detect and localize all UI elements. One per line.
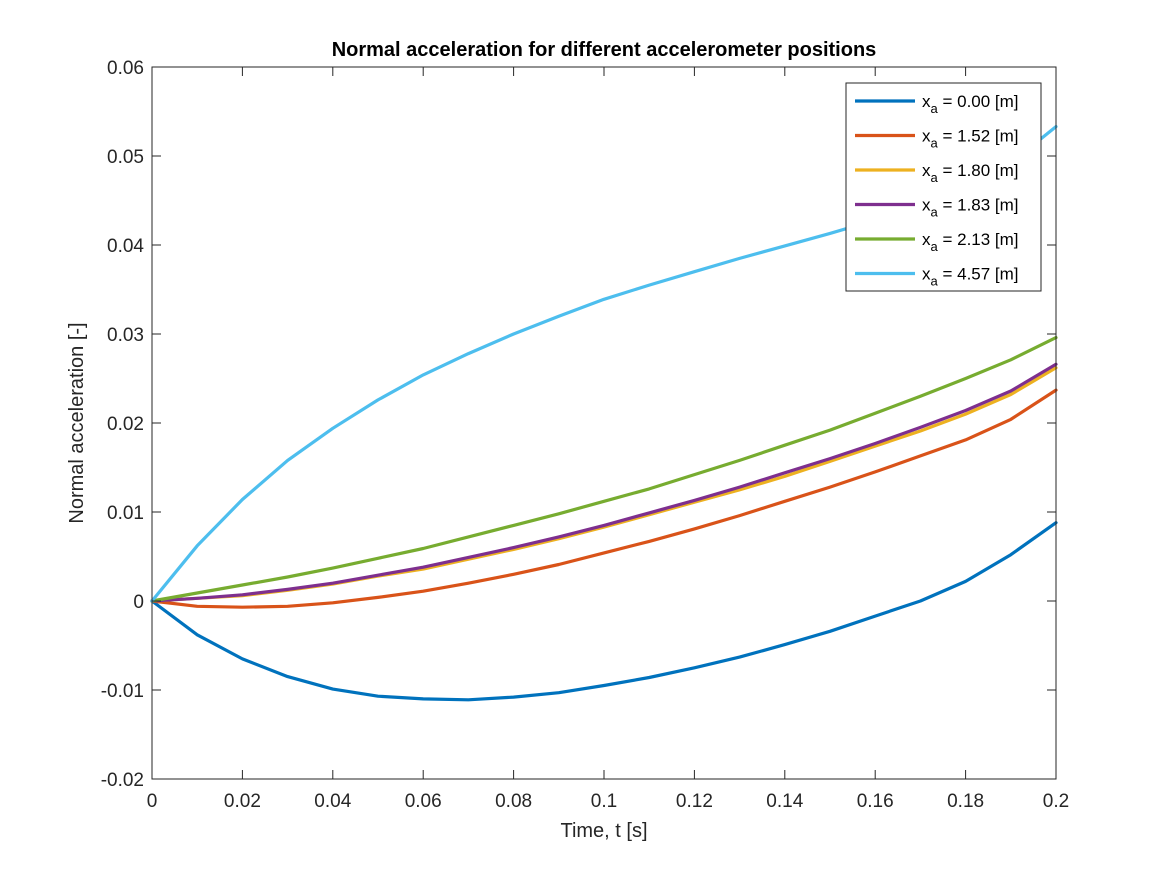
- legend-label-1: xa = 0.00 [m]: [922, 92, 1019, 116]
- y-tick-label: -0.02: [101, 770, 144, 791]
- series-line-2: [150, 388, 1058, 609]
- x-tick-label: 0.14: [766, 791, 803, 812]
- series-line-5: [150, 336, 1058, 603]
- y-tick-label: 0.04: [107, 236, 144, 257]
- x-tick-label: 0.08: [495, 791, 532, 812]
- x-tick-label: 0.16: [857, 791, 894, 812]
- x-tick-label: 0.02: [224, 791, 261, 812]
- series-line-1: [150, 521, 1058, 702]
- legend-label-4: xa = 1.83 [m]: [922, 196, 1019, 220]
- x-tick-label: 0.12: [676, 791, 713, 812]
- x-tick-label: 0.18: [947, 791, 984, 812]
- y-tick-label: 0: [133, 592, 144, 613]
- y-axis: -0.02 -0.01 0 0.01 0.02 0.03 0.04 0.05 0.06: [101, 58, 1056, 791]
- legend-label-6: xa = 4.57 [m]: [922, 265, 1019, 289]
- y-tick-label: 0.03: [107, 325, 144, 346]
- x-tick-label: 0.04: [314, 791, 351, 812]
- series-line-4: [150, 362, 1058, 603]
- y-tick-label: 0.02: [107, 414, 144, 435]
- y-tick-label: 0.06: [107, 58, 144, 79]
- y-tick-label: 0.05: [107, 147, 144, 168]
- x-tick-label: 0.2: [1043, 791, 1069, 812]
- x-axis-label: Time, t [s]: [560, 820, 647, 842]
- x-tick-label: 0.06: [405, 791, 442, 812]
- legend-label-5: xa = 2.13 [m]: [922, 230, 1019, 254]
- legend: xa = 0.00 [m] xa = 1.52 [m] xa = 1.80 [m] x…: [845, 82, 1042, 292]
- y-tick-label: -0.01: [101, 681, 144, 702]
- y-tick-label: 0.01: [107, 503, 144, 524]
- chart-title: Normal acceleration for different accele…: [332, 39, 877, 61]
- legend-entries: xa = 0.00 [m] xa = 1.52 [m] xa = 1.80 [m] x…: [855, 92, 1019, 289]
- y-axis-label: Normal acceleration [-]: [66, 322, 88, 523]
- x-tick-label: 0: [147, 791, 158, 812]
- x-axis: 0 0.02 0.04 0.06 0.08 0.1 0.12 0.14 0.16 0.18 0.2: [147, 67, 1069, 812]
- legend-label-2: xa = 1.52 [m]: [922, 127, 1019, 151]
- x-tick-label: 0.1: [591, 791, 617, 812]
- legend-box: [845, 82, 1042, 292]
- legend-label-3: xa = 1.80 [m]: [922, 161, 1019, 185]
